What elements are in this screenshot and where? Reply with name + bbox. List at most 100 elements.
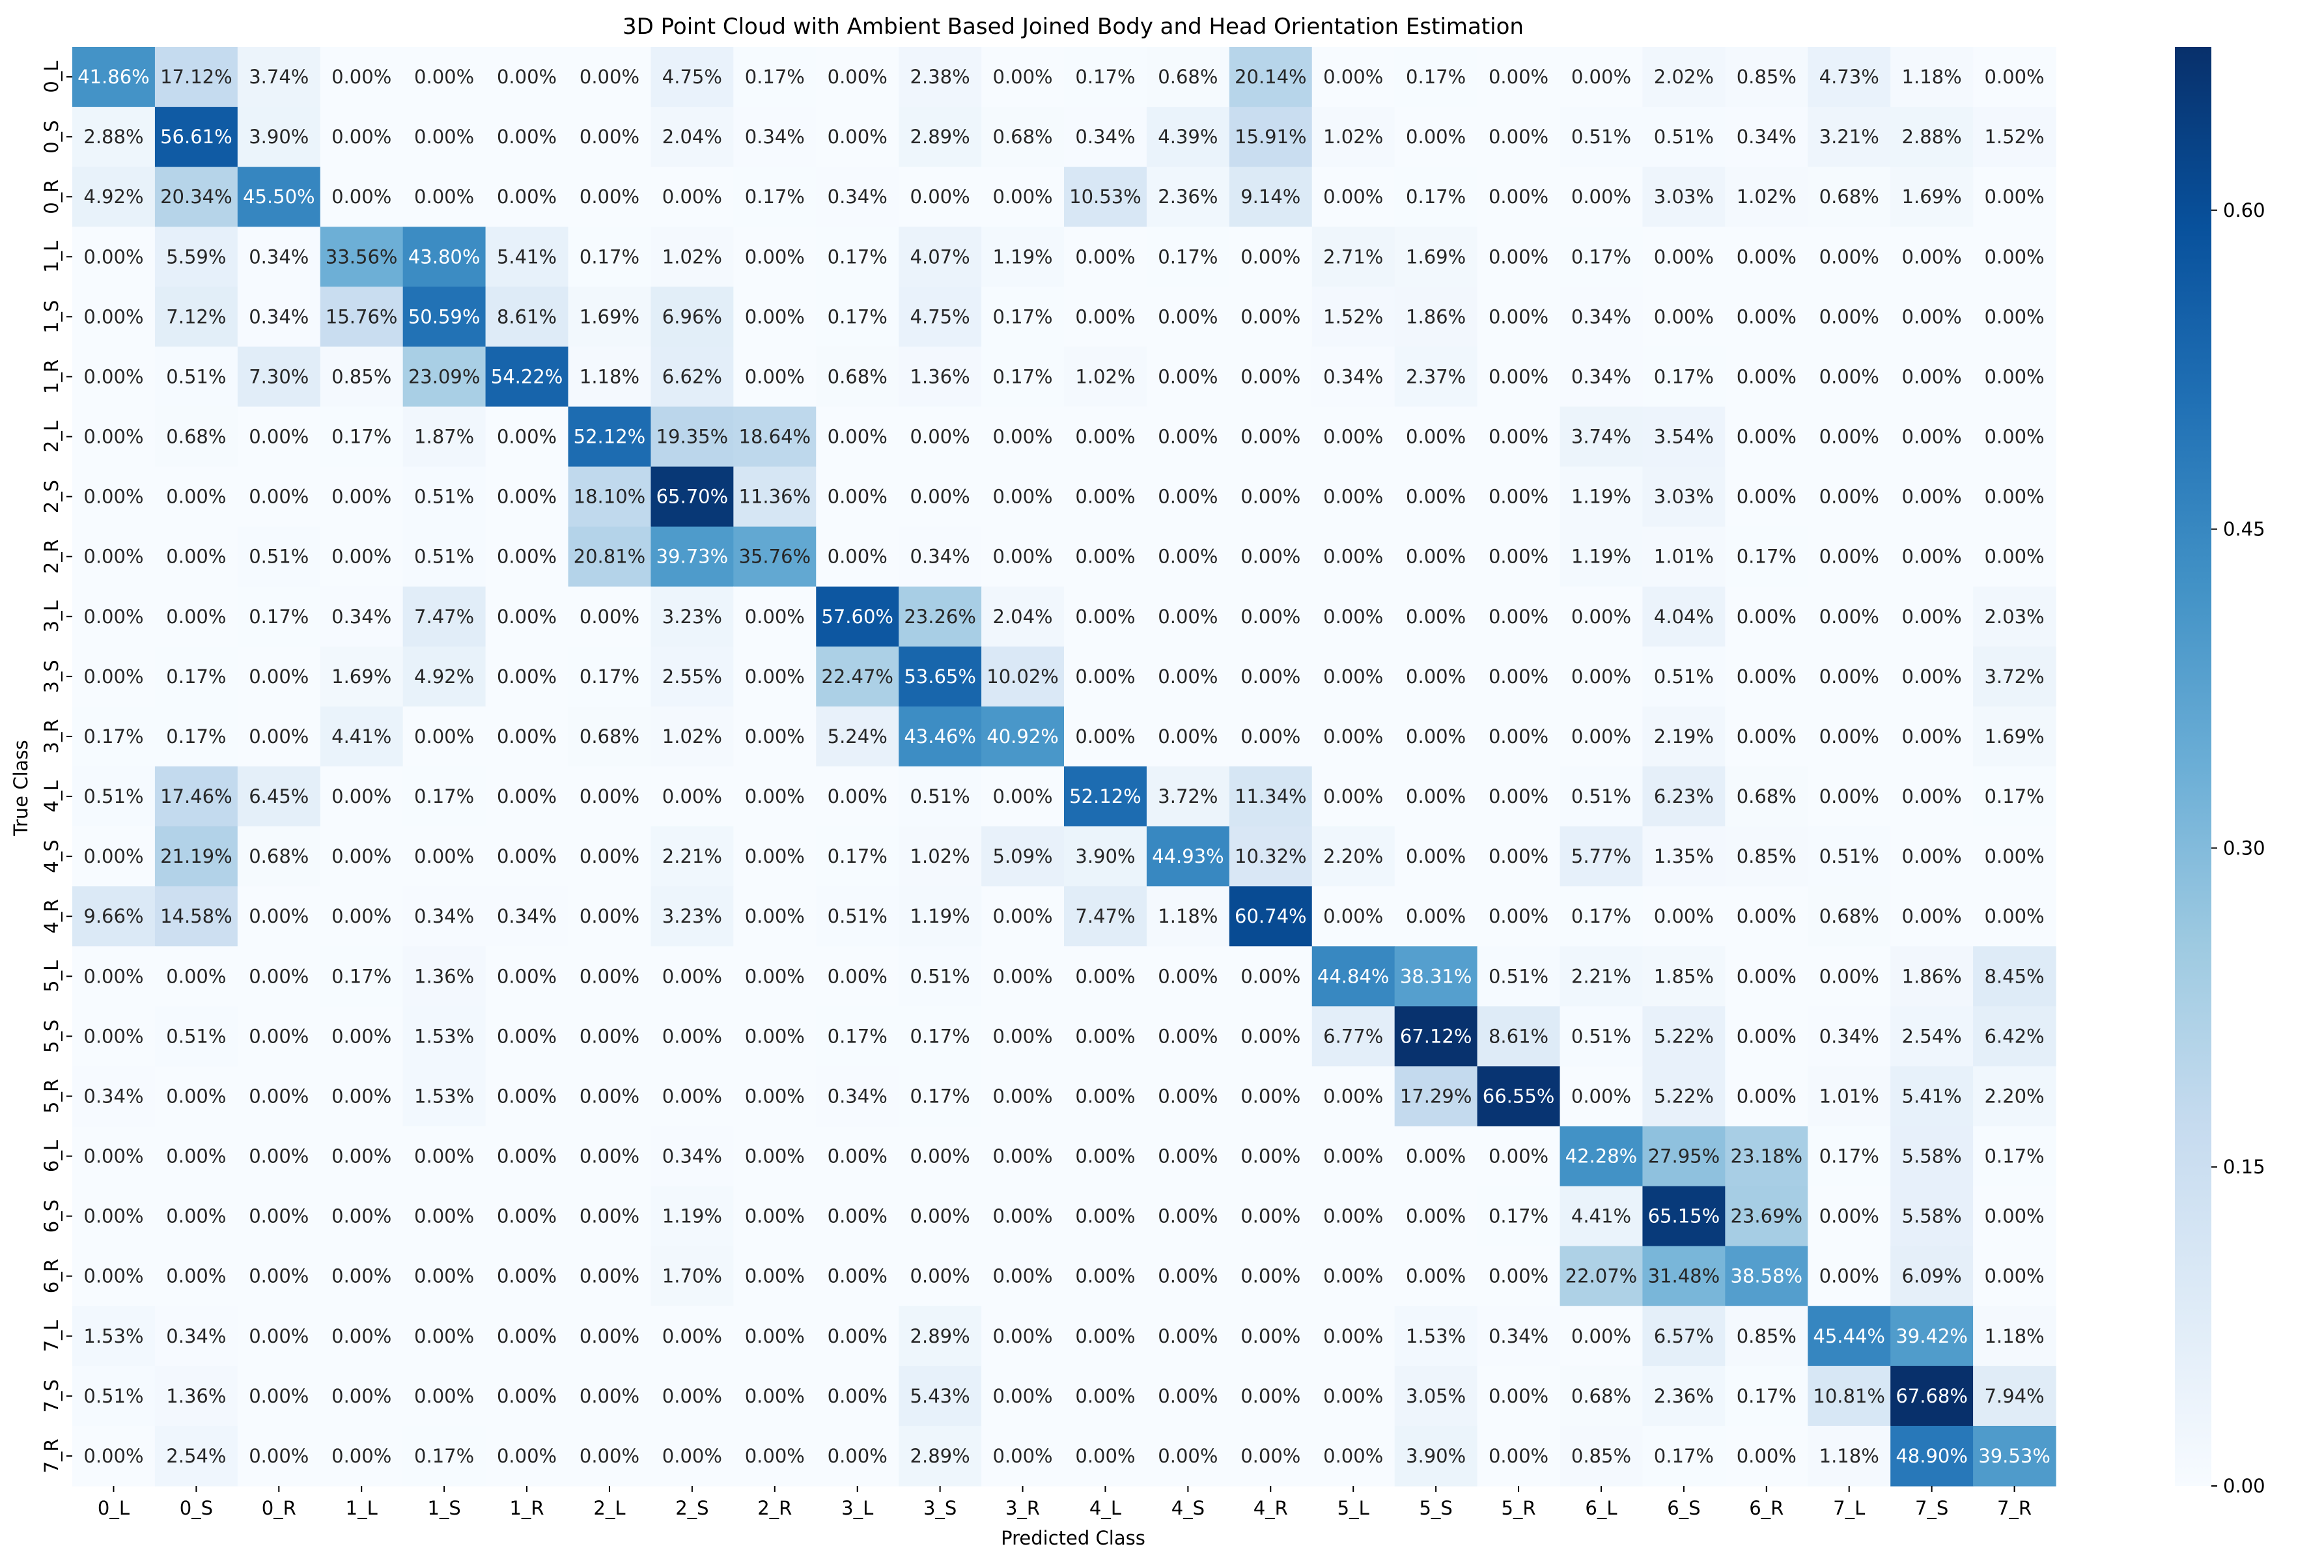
heatmap-cell — [1890, 886, 1974, 947]
heatmap-cell — [1642, 1425, 1726, 1487]
heatmap-cell — [1725, 826, 1808, 887]
y-tick-label: 7_L — [40, 1320, 63, 1352]
cell-value-label: 22.07% — [1565, 1265, 1638, 1287]
heatmap-cell — [651, 1006, 734, 1067]
cell-value-label: 0.00% — [992, 905, 1052, 927]
cell-value-label: 0.00% — [1819, 546, 1879, 568]
heatmap-cell — [1064, 1425, 1147, 1487]
heatmap-cell — [1973, 526, 2056, 587]
cell-value-label: 0.51% — [910, 785, 970, 807]
cell-value-label: 17.46% — [160, 785, 232, 807]
cell-value-label: 0.00% — [1240, 1145, 1300, 1168]
heatmap-cell — [651, 47, 734, 107]
heatmap-cell — [72, 1186, 156, 1247]
heatmap-cell — [816, 1306, 899, 1367]
heatmap-cell — [1394, 1186, 1478, 1247]
x-tick-label: 7_L — [1833, 1497, 1865, 1519]
cell-value-label: 2.20% — [1984, 1085, 2044, 1107]
heatmap-cell — [651, 167, 734, 227]
heatmap-cell — [402, 466, 486, 527]
cell-value-label: 0.34% — [1323, 365, 1383, 387]
heatmap-cell — [1642, 946, 1726, 1007]
heatmap-cell — [154, 1246, 238, 1307]
cell-value-label: 0.00% — [83, 546, 143, 568]
cell-value-label: 0.34% — [1571, 305, 1631, 328]
cell-value-label: 0.00% — [1819, 785, 1879, 807]
heatmap-cell — [651, 107, 734, 167]
heatmap-cell — [154, 646, 238, 707]
heatmap-cell — [485, 406, 569, 468]
heatmap-cell — [899, 346, 982, 408]
heatmap-cell — [1560, 826, 1644, 887]
heatmap-cell — [320, 1186, 404, 1247]
cell-value-label: 22.47% — [821, 665, 893, 688]
cell-value-label: 11.34% — [1235, 785, 1307, 807]
cell-value-label: 5.41% — [497, 245, 557, 268]
cell-value-label: 1.53% — [1406, 1325, 1466, 1347]
cell-value-label: 0.00% — [331, 905, 391, 927]
cell-value-label: 0.00% — [1075, 1025, 1135, 1047]
cell-value-label: 0.00% — [1075, 725, 1135, 748]
cell-value-label: 0.00% — [828, 1385, 888, 1407]
heatmap-cell — [733, 406, 817, 468]
cell-value-label: 0.00% — [166, 606, 226, 628]
cell-value-label: 0.00% — [1737, 426, 1797, 448]
cell-value-label: 43.46% — [904, 725, 976, 748]
cell-value-label: 0.34% — [1489, 1325, 1548, 1347]
cell-value-label: 6.57% — [1654, 1325, 1714, 1347]
cell-value-label: 0.17% — [828, 845, 888, 867]
cell-value-label: 0.00% — [910, 426, 970, 448]
cell-value-label: 0.00% — [1240, 1025, 1300, 1047]
heatmap-cell — [1890, 826, 1974, 887]
heatmap-cell — [320, 646, 404, 707]
cell-value-label: 3.90% — [1406, 1445, 1466, 1467]
cell-value-label: 0.00% — [1902, 845, 1962, 867]
heatmap-cell — [1146, 167, 1230, 227]
cell-value-label: 1.86% — [1406, 305, 1466, 328]
heatmap-cell — [1973, 47, 2056, 107]
cell-value-label: 0.00% — [331, 1445, 391, 1467]
heatmap-cell — [1229, 466, 1313, 527]
heatmap-cell — [1477, 1246, 1561, 1307]
heatmap-cell — [568, 227, 652, 287]
cell-value-label: 0.17% — [166, 725, 226, 748]
x-tick-label: 2_S — [675, 1497, 708, 1519]
heatmap-cell — [981, 1306, 1065, 1367]
y-tick-label: 4_S — [40, 839, 63, 873]
heatmap-cell — [1064, 1365, 1147, 1427]
cell-value-label: 4.92% — [414, 665, 474, 688]
cell-value-label: 0.17% — [828, 305, 888, 328]
colorbar-ticks: 0.00 0.15 0.30 0.45 0.60 — [2211, 199, 2265, 1497]
cell-value-label: 0.00% — [331, 1325, 391, 1347]
cell-value-label: 5.09% — [992, 845, 1052, 867]
heatmap-cell — [568, 287, 652, 348]
x-tick-label: 4_S — [1171, 1497, 1205, 1519]
cell-value-label: 5.43% — [910, 1385, 970, 1407]
heatmap-cell — [402, 406, 486, 468]
heatmap-cell — [72, 1006, 156, 1067]
heatmap-cell — [1311, 107, 1395, 167]
x-tick-label: 2_R — [757, 1497, 792, 1519]
cell-value-label: 60.74% — [1235, 905, 1307, 927]
heatmap-cell — [733, 346, 817, 408]
heatmap-cell — [1890, 1425, 1974, 1487]
heatmap-cell — [1642, 287, 1726, 348]
heatmap-cell — [899, 886, 982, 947]
heatmap-cell — [568, 406, 652, 468]
heatmap-cell — [651, 886, 734, 947]
cell-value-label: 0.00% — [1406, 1205, 1466, 1227]
heatmap-cell — [1311, 646, 1395, 707]
heatmap-cell — [320, 586, 404, 647]
heatmap-cell — [899, 1186, 982, 1247]
heatmap-cell — [402, 47, 486, 107]
x-tick-label: 6_S — [1667, 1497, 1700, 1519]
cell-value-label: 2.38% — [910, 66, 970, 88]
cell-value-label: 0.00% — [992, 1385, 1052, 1407]
heatmap-cell — [237, 346, 321, 408]
heatmap-cell — [485, 227, 569, 287]
heatmap-cell — [1394, 287, 1478, 348]
cell-value-label: 0.00% — [1158, 1085, 1218, 1107]
heatmap-cell — [1973, 1365, 2056, 1427]
cell-value-label: 0.00% — [1737, 1445, 1797, 1467]
heatmap-cell — [1973, 946, 2056, 1007]
